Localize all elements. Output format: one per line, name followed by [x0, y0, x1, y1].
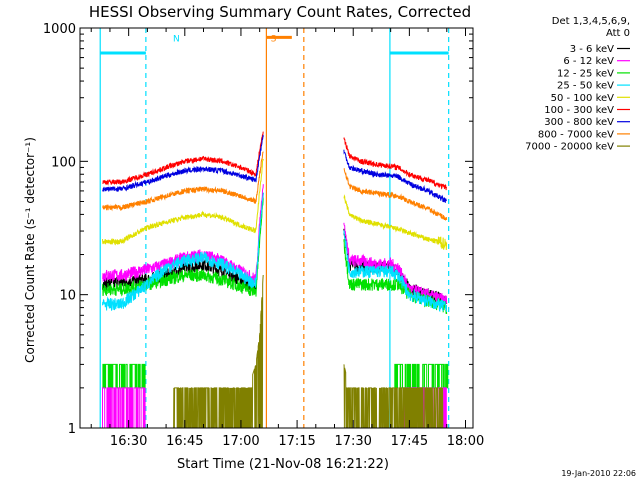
- legend-header: Att 0: [606, 28, 630, 39]
- series-800-7000keV: [102, 151, 264, 212]
- series-100-300keV: [343, 137, 448, 191]
- legend-label: 7000 - 20000 keV: [525, 142, 614, 153]
- series-12-25keV: [102, 198, 264, 297]
- legend-header: Det 1,3,4,5,6,9,: [552, 16, 630, 27]
- x-tick-label: 16:30: [110, 434, 147, 449]
- series-800-7000keV: [343, 167, 448, 221]
- legend-label: 100 - 300 keV: [544, 105, 614, 116]
- axes-layer: 1 10 100 1000 16:30 16:45 17:00 17:15 17:30 17:45…: [43, 22, 484, 449]
- series-50-100keV: [102, 158, 264, 246]
- annotation-n: N: [173, 34, 180, 44]
- series-50-100keV: [343, 194, 448, 251]
- x-tick-label: 18:00: [447, 434, 484, 449]
- legend-label: 12 - 25 keV: [557, 68, 614, 79]
- x-tick-label: 17:15: [278, 434, 315, 449]
- x-tick-label: 16:45: [166, 434, 203, 449]
- y-tick-label: 1: [68, 422, 76, 437]
- low-band-12-25keV: [102, 363, 146, 389]
- legend-label: 300 - 800 keV: [544, 117, 614, 128]
- y-tick-label: 10: [59, 289, 76, 304]
- timestamp-label: 19-Jan-2010 22:06: [561, 469, 636, 478]
- y-tick-label: 1000: [43, 22, 76, 37]
- series-25-50keV: [343, 230, 448, 313]
- legend-label: 6 - 12 keV: [563, 56, 614, 67]
- x-axis-label: Start Time (21-Nov-08 16:21:22): [177, 457, 389, 472]
- legend-label: 800 - 7000 keV: [538, 129, 614, 140]
- series-100-300keV: [102, 131, 264, 186]
- chart-title: HESSI Observing Summary Count Rates, Cor…: [89, 3, 471, 21]
- series-6-12keV: [102, 184, 264, 285]
- y-tick-label: 100: [51, 155, 76, 170]
- series-300-800keV: [102, 135, 264, 192]
- x-tick-label: 17:00: [222, 434, 259, 449]
- annotation-s: S: [271, 34, 277, 44]
- series-25-50keV: [102, 192, 264, 311]
- plot-frame: [79, 27, 474, 429]
- y-axis-label: Corrected Count Rate (s⁻¹ detector⁻¹): [23, 137, 37, 363]
- x-tick-label: 17:30: [334, 434, 371, 449]
- legend-label: 50 - 100 keV: [551, 93, 615, 104]
- series-300-800keV: [343, 149, 447, 203]
- legend-label: 3 - 6 keV: [570, 44, 614, 55]
- x-tick-label: 17:45: [391, 434, 428, 449]
- legend-label: 25 - 50 keV: [557, 81, 614, 92]
